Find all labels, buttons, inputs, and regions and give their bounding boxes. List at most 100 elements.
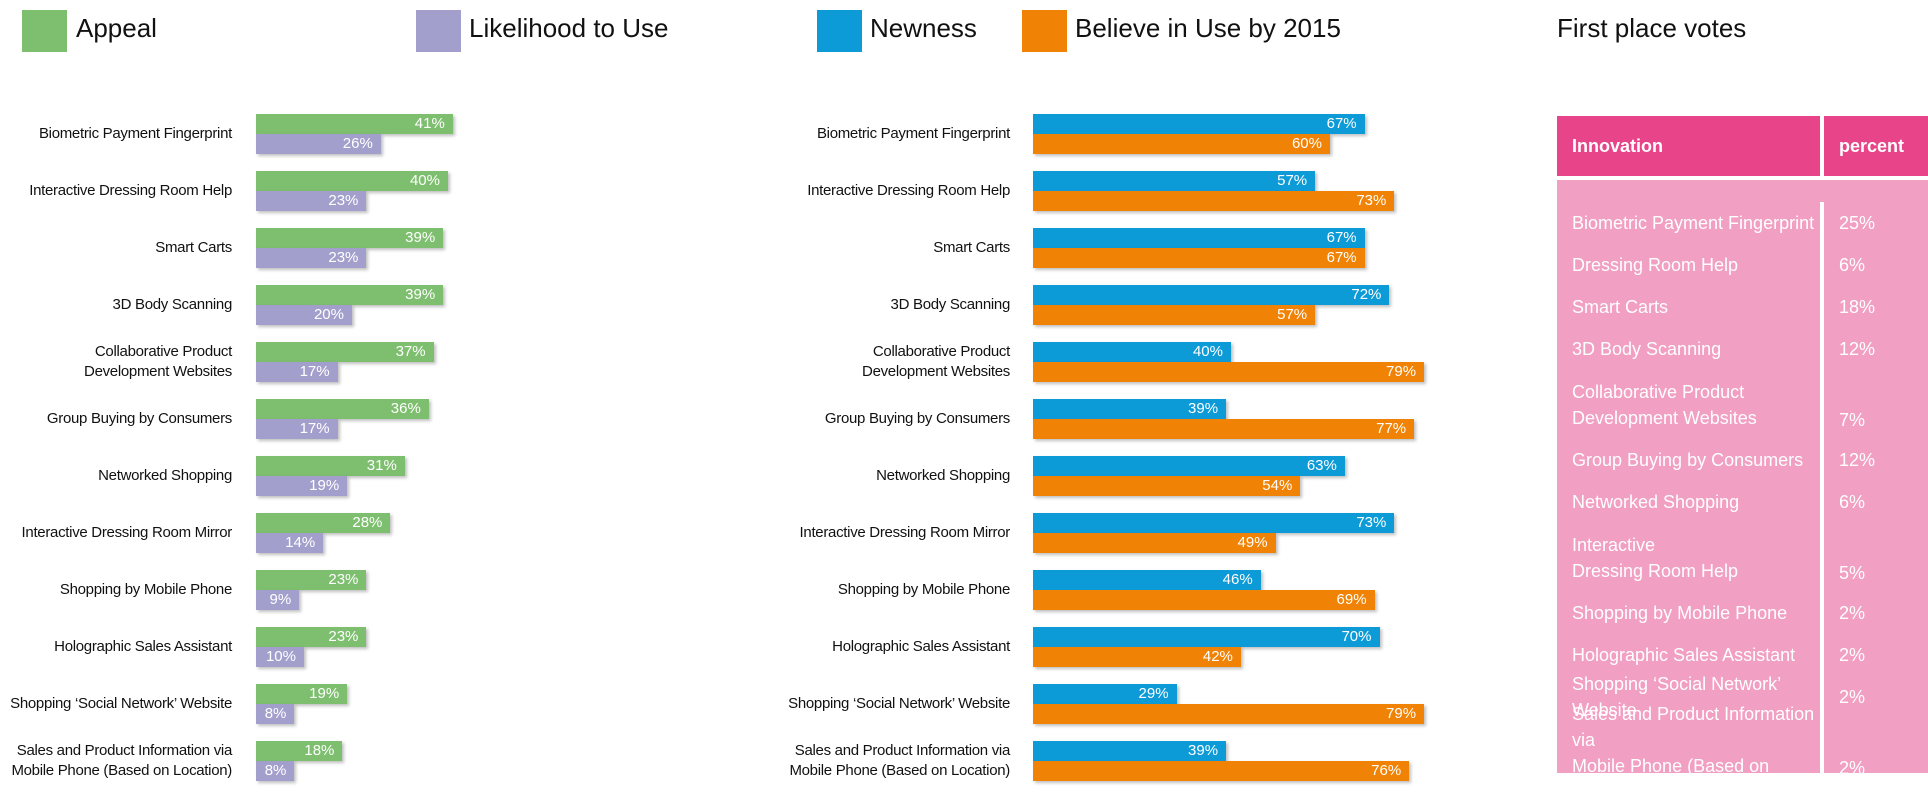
- table-cell: Sales and Product Information via Mobile…: [1557, 704, 1824, 798]
- category-label: Collaborative Product Development Websit…: [862, 343, 1010, 380]
- bar: [1033, 704, 1425, 724]
- bar: [1033, 362, 1425, 382]
- value-label: 37%: [395, 343, 426, 360]
- bar: [1033, 342, 1231, 362]
- table-cell: 18%: [1839, 297, 1876, 317]
- table-cell: Holographic Sales Assistant: [1557, 634, 1824, 676]
- category-label: Sales and Product Information via Mobile…: [789, 742, 1010, 779]
- category-label: Sales and Product Information via Mobile…: [11, 742, 232, 779]
- bar: [256, 228, 444, 248]
- bar: [256, 570, 367, 590]
- votes-table: Innovation percent Biometric Payment Fin…: [1557, 116, 1928, 798]
- legend-swatch: [22, 10, 67, 52]
- category-label: Shopping by Mobile Phone: [837, 581, 1010, 598]
- value-label: 8%: [264, 762, 287, 779]
- table-row: Sales and Product Information via Mobile…: [1557, 704, 1928, 798]
- category-label: Holographic Sales Assistant: [54, 638, 232, 655]
- bar: [1033, 456, 1345, 476]
- table-cell: 12%: [1839, 450, 1876, 470]
- category-label: Networked Shopping: [98, 467, 232, 484]
- legend-label: Newness: [870, 13, 977, 43]
- value-label: 42%: [1202, 648, 1233, 665]
- bar: [1033, 761, 1410, 781]
- table-row: Interactive Dressing Room Help 5%: [1557, 523, 1928, 592]
- table-row: Smart Carts 18%: [1557, 286, 1928, 328]
- bar: [256, 134, 381, 154]
- value-label: 31%: [366, 457, 397, 474]
- bar: [1033, 134, 1330, 154]
- bar: [256, 114, 453, 134]
- bar: [256, 419, 338, 439]
- value-label: 20%: [313, 306, 344, 323]
- table-row: Networked Shopping 6%: [1557, 481, 1928, 523]
- value-label: 54%: [1262, 477, 1293, 494]
- category-label: Interactive Dressing Room Mirror: [799, 524, 1011, 541]
- value-label: 77%: [1376, 420, 1407, 437]
- value-label: 67%: [1326, 229, 1357, 246]
- table-cell: 2%: [1839, 645, 1866, 665]
- bar: [1033, 684, 1177, 704]
- value-label: 10%: [265, 648, 296, 665]
- value-label: 19%: [309, 477, 340, 494]
- table-row: Shopping by Mobile Phone 2%: [1557, 592, 1928, 634]
- value-label: 23%: [328, 571, 359, 588]
- bar: [1033, 570, 1261, 590]
- table-cell: Networked Shopping: [1557, 481, 1824, 523]
- bar: [1033, 419, 1415, 439]
- value-label: 46%: [1222, 571, 1253, 588]
- category-label: Collaborative Product Development Websit…: [84, 343, 232, 380]
- category-label: Holographic Sales Assistant: [832, 638, 1010, 655]
- value-label: 39%: [405, 286, 436, 303]
- bar: [1033, 533, 1276, 553]
- legend-label: Likelihood to Use: [469, 13, 669, 43]
- value-label: 17%: [299, 363, 330, 380]
- bar: [1033, 627, 1380, 647]
- value-label: 57%: [1277, 306, 1308, 323]
- value-label: 8%: [264, 705, 287, 722]
- value-label: 67%: [1326, 115, 1357, 132]
- bar: [1033, 741, 1227, 761]
- table-cell: 25%: [1839, 213, 1876, 233]
- category-label: Interactive Dressing Room Help: [29, 182, 232, 199]
- bar: [1033, 476, 1301, 496]
- table-cell: 6%: [1839, 255, 1866, 275]
- bar: [1033, 513, 1395, 533]
- bar: [256, 684, 348, 704]
- table-cell: Dressing Room Help: [1557, 244, 1824, 286]
- legend-swatch: [1022, 10, 1067, 52]
- value-label: 17%: [299, 420, 330, 437]
- value-label: 79%: [1386, 363, 1417, 380]
- category-label: Biometric Payment Fingerprint: [816, 125, 1010, 142]
- table-row: Biometric Payment Fingerprint 25%: [1557, 202, 1928, 244]
- bar: [1033, 305, 1316, 325]
- bar: [1033, 399, 1227, 419]
- legend-label: Believe in Use by 2015: [1075, 13, 1341, 43]
- table-title: First place votes: [1557, 13, 1747, 43]
- value-label: 40%: [409, 172, 440, 189]
- value-label: 63%: [1306, 457, 1337, 474]
- value-label: 79%: [1386, 705, 1417, 722]
- header-cell: Innovation: [1557, 116, 1824, 176]
- table-row: 3D Body Scanning 12%: [1557, 328, 1928, 370]
- bar: [256, 171, 448, 191]
- value-label: 73%: [1356, 514, 1387, 531]
- value-label: 36%: [390, 400, 421, 417]
- value-label: 14%: [285, 534, 316, 551]
- category-label: Interactive Dressing Room Mirror: [21, 524, 233, 541]
- category-label: Biometric Payment Fingerprint: [38, 125, 232, 142]
- table-row: Dressing Room Help 6%: [1557, 244, 1928, 286]
- bar: [256, 248, 367, 268]
- category-label: Group Buying by Consumers: [46, 410, 232, 427]
- bar: [256, 305, 352, 325]
- bar: [1033, 285, 1390, 305]
- category-label: Interactive Dressing Room Help: [807, 182, 1010, 199]
- table-cell: 6%: [1839, 492, 1866, 512]
- table-cell: Shopping ‘Social Network’ Website: [1557, 674, 1824, 720]
- bar: [256, 533, 324, 553]
- bar: [256, 761, 295, 781]
- value-label: 39%: [405, 229, 436, 246]
- value-label: 49%: [1237, 534, 1268, 551]
- legend-swatch: [817, 10, 862, 52]
- table-row: Collaborative Product Development Websit…: [1557, 370, 1928, 439]
- bar: [1033, 647, 1241, 667]
